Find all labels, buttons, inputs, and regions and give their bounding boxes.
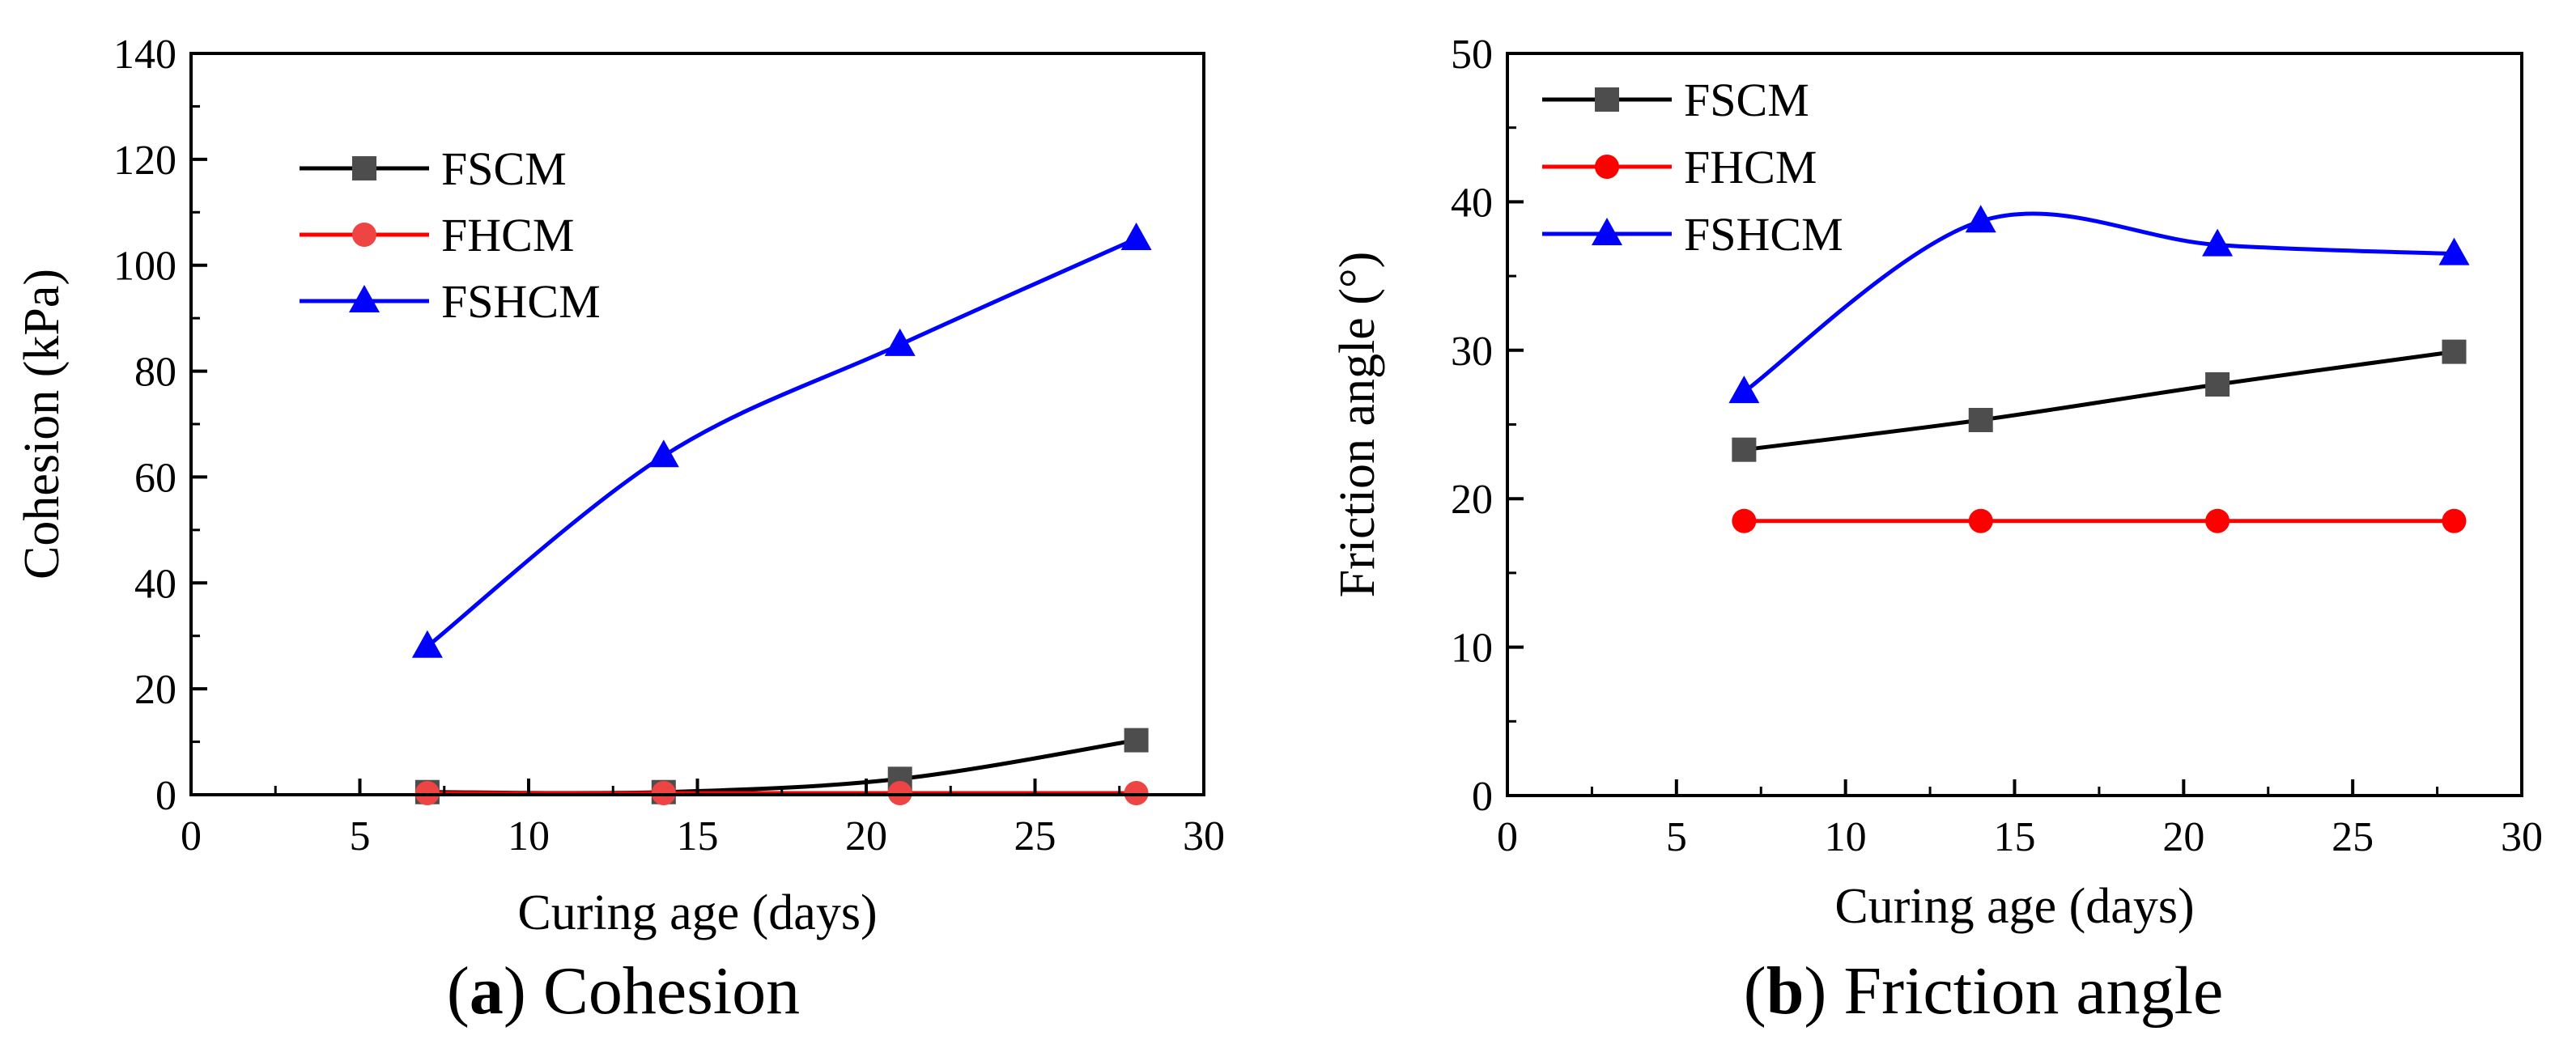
y-tick-label: 10 <box>1451 626 1493 672</box>
legend-label-fscm: FSCM <box>441 142 567 195</box>
y-tick-label: 120 <box>113 138 176 184</box>
x-tick-label: 30 <box>1183 813 1225 859</box>
y-tick-label: 20 <box>134 667 176 713</box>
data-point-fhcm-0 <box>1732 508 1757 533</box>
caption-a: (a) Cohesion <box>446 953 801 1029</box>
data-point-fscm-2 <box>2205 371 2230 397</box>
legend-label-fscm: FSCM <box>1684 74 1809 126</box>
data-point-fscm-3 <box>1124 728 1149 753</box>
caption-b: (b) Friction angle <box>1743 953 2224 1029</box>
data-point-fscm-0 <box>1732 437 1757 462</box>
legend-label-fshcm: FSHCM <box>1684 208 1843 261</box>
x-tick-label: 20 <box>2162 814 2204 860</box>
y-tick-label: 40 <box>1451 180 1493 226</box>
x-tick-label: 0 <box>1497 814 1518 860</box>
data-point-fshcm-0 <box>1728 376 1760 404</box>
series-line-fshcm <box>1742 211 2455 394</box>
legend-marker-fshcm <box>349 285 380 312</box>
x-tick-label: 5 <box>350 813 371 859</box>
data-point-fscm-3 <box>2442 339 2467 364</box>
y-tick-label: 0 <box>155 773 176 819</box>
series-line-fscm <box>427 738 1137 796</box>
y-tick-label: 140 <box>113 32 176 78</box>
caption-a-label: a <box>469 953 504 1029</box>
series-line-fshcm <box>426 236 1137 648</box>
y-axis-label: Friction angle (°) <box>1330 252 1385 598</box>
x-axis-label: Curing age (days) <box>1834 879 2194 934</box>
legend-marker-fhcm <box>352 223 376 247</box>
x-tick-label: 10 <box>1825 814 1867 860</box>
legend-marker-fshcm <box>1592 218 1622 245</box>
legend-marker-fhcm <box>1595 155 1619 179</box>
data-point-fhcm-2 <box>2205 508 2230 533</box>
y-tick-label: 30 <box>1451 329 1493 375</box>
plot-frame <box>189 52 1205 796</box>
data-point-fhcm-3 <box>2442 508 2467 533</box>
chart-panel-b: 0 5 10 15 20 25 30 0 10 20 30 40 50 Curing age (days)… <box>1330 32 2543 934</box>
data-point-fshcm-1 <box>648 439 679 468</box>
y-tick-label: 60 <box>134 455 176 501</box>
y-tick-label: 40 <box>134 561 176 607</box>
x-axis-label: Curing age (days) <box>517 885 877 940</box>
legend-label-fhcm: FHCM <box>1684 141 1817 193</box>
y-tick-label: 80 <box>134 350 176 396</box>
x-tick-label: 20 <box>845 813 887 859</box>
x-tick-label: 25 <box>1014 813 1056 859</box>
x-tick-label: 5 <box>1666 814 1687 860</box>
caption-b-label: b <box>1766 953 1804 1029</box>
data-point-fshcm-0 <box>411 630 443 658</box>
legend-label-fhcm: FHCM <box>441 209 574 261</box>
chart-panel-a: 0 5 10 15 20 25 30 0 20 40 60 80 100 120 140 Curing age… <box>15 32 1225 940</box>
series-line-fscm <box>1744 350 2455 452</box>
y-tick-label: 50 <box>1451 32 1493 78</box>
data-point-fscm-1 <box>1968 407 1993 432</box>
x-tick-label: 25 <box>2332 814 2374 860</box>
legend-marker-fscm <box>352 156 376 180</box>
caption-a-text: Cohesion <box>542 953 801 1029</box>
data-point-fshcm-2 <box>2202 228 2234 257</box>
data-point-fhcm-1 <box>1968 508 1993 533</box>
y-axis-label: Cohesion (kPa) <box>15 269 70 579</box>
legend-marker-fscm <box>1595 87 1619 112</box>
legend-label-fshcm: FSHCM <box>441 275 601 328</box>
y-tick-label: 0 <box>1472 774 1493 820</box>
data-point-fshcm-3 <box>1120 223 1152 250</box>
x-tick-label: 15 <box>677 813 719 859</box>
caption-b-text: Friction angle <box>1843 953 2224 1029</box>
y-tick-label: 100 <box>113 244 176 290</box>
data-point-fshcm-3 <box>2438 237 2470 265</box>
x-tick-label: 10 <box>508 813 550 859</box>
x-tick-label: 0 <box>181 813 202 859</box>
data-point-fshcm-2 <box>884 328 916 356</box>
x-tick-label: 30 <box>2501 814 2543 860</box>
y-tick-label: 20 <box>1451 477 1493 523</box>
x-tick-label: 15 <box>1994 814 2036 860</box>
data-point-fshcm-1 <box>1965 205 1996 233</box>
